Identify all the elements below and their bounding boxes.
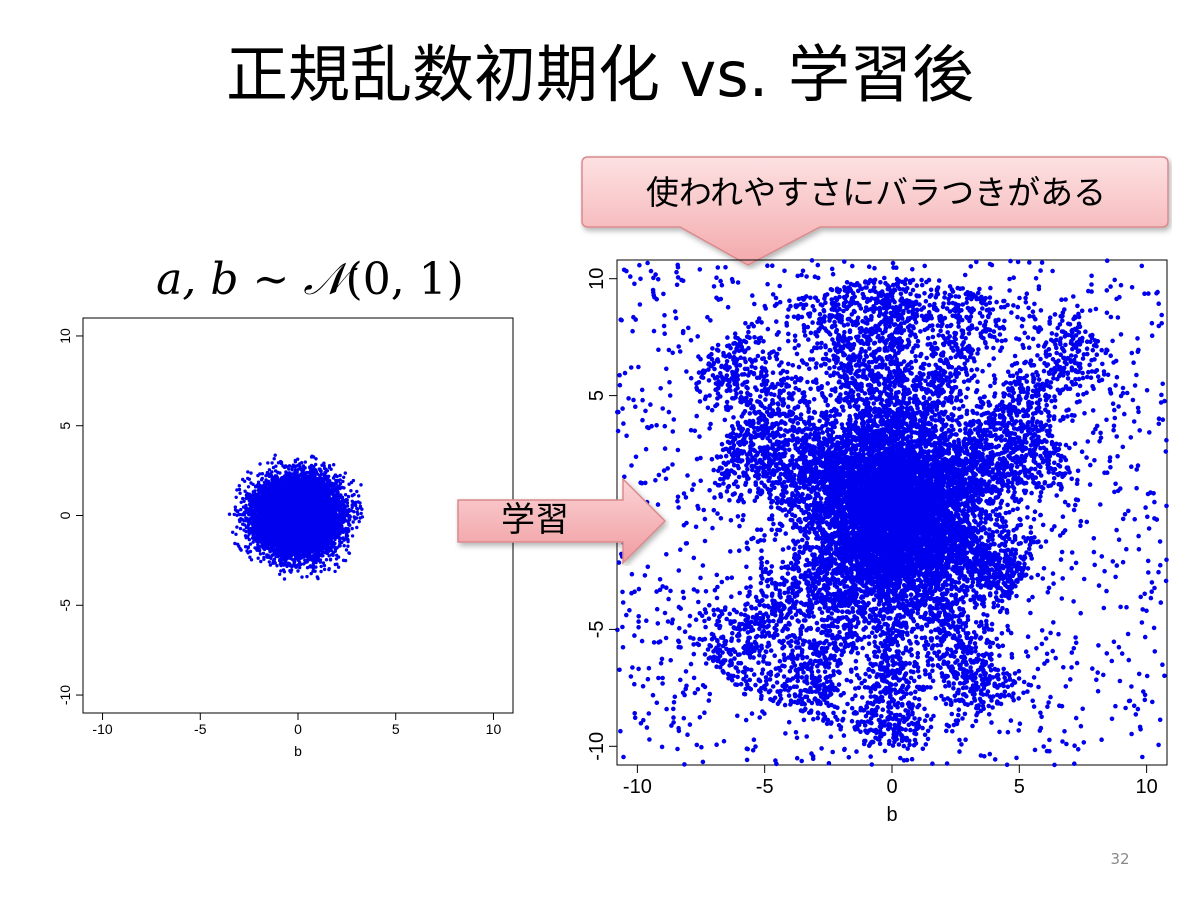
callout-box: 使われやすさにバラつきがある <box>580 155 1172 270</box>
y-tick-label: -5 <box>586 620 608 638</box>
y-tick-label: -10 <box>57 685 73 705</box>
x-tick-label: 10 <box>486 721 502 737</box>
initial-normal-scatter-plot: -10 -5 0 5 10 -10 -5 0 5 10 b a <box>40 317 514 759</box>
page-number: 32 <box>1110 850 1130 868</box>
x-tick-label: -5 <box>756 776 774 798</box>
x-tick-label: 5 <box>392 721 400 737</box>
formula-parameters: (0, 1) <box>345 254 464 305</box>
callout-shape <box>581 156 1169 266</box>
y-tick-label: 5 <box>586 390 608 401</box>
scatter-points <box>615 258 1169 768</box>
arrow-label: 学習 <box>501 500 569 540</box>
x-tick-label: 0 <box>886 776 897 798</box>
x-tick-label: 5 <box>1014 776 1025 798</box>
formula-variables: a, b <box>156 254 239 305</box>
callout-text: 使われやすさにバラつきがある <box>645 173 1107 212</box>
arrow-shape <box>457 477 667 565</box>
x-tick-label: -5 <box>194 721 207 737</box>
y-tick-label: -5 <box>57 599 73 612</box>
y-axis-label: a <box>40 511 43 519</box>
x-tick-label: 0 <box>294 721 302 737</box>
formula-normal-symbol: 𝒩 <box>303 254 346 305</box>
x-tick-label: -10 <box>92 721 112 737</box>
slide-title: 正規乱数初期化 vs. 学習後 <box>225 38 975 111</box>
x-axis-label: b <box>294 743 302 759</box>
x-axis-label: b <box>886 804 897 826</box>
y-tick-label: 10 <box>57 328 73 344</box>
formula-tilde: ∼ <box>252 254 290 305</box>
y-tick-label: 0 <box>57 511 73 519</box>
scatter-point-cloud <box>227 453 365 581</box>
y-tick-label: -10 <box>586 732 608 761</box>
scatter-point-cloud <box>615 258 1169 768</box>
x-tick-label: -10 <box>623 776 652 798</box>
scatter-points <box>227 453 365 581</box>
axes: -10 -5 0 5 10 -10 -5 0 5 10 b a <box>40 328 501 759</box>
y-tick-label: 5 <box>57 422 73 430</box>
distribution-formula: a, b ∼ 𝒩(0, 1) <box>150 250 470 310</box>
learning-arrow: 学習 <box>455 476 670 566</box>
x-tick-label: 10 <box>1136 776 1158 798</box>
y-tick-label: 10 <box>586 268 608 290</box>
